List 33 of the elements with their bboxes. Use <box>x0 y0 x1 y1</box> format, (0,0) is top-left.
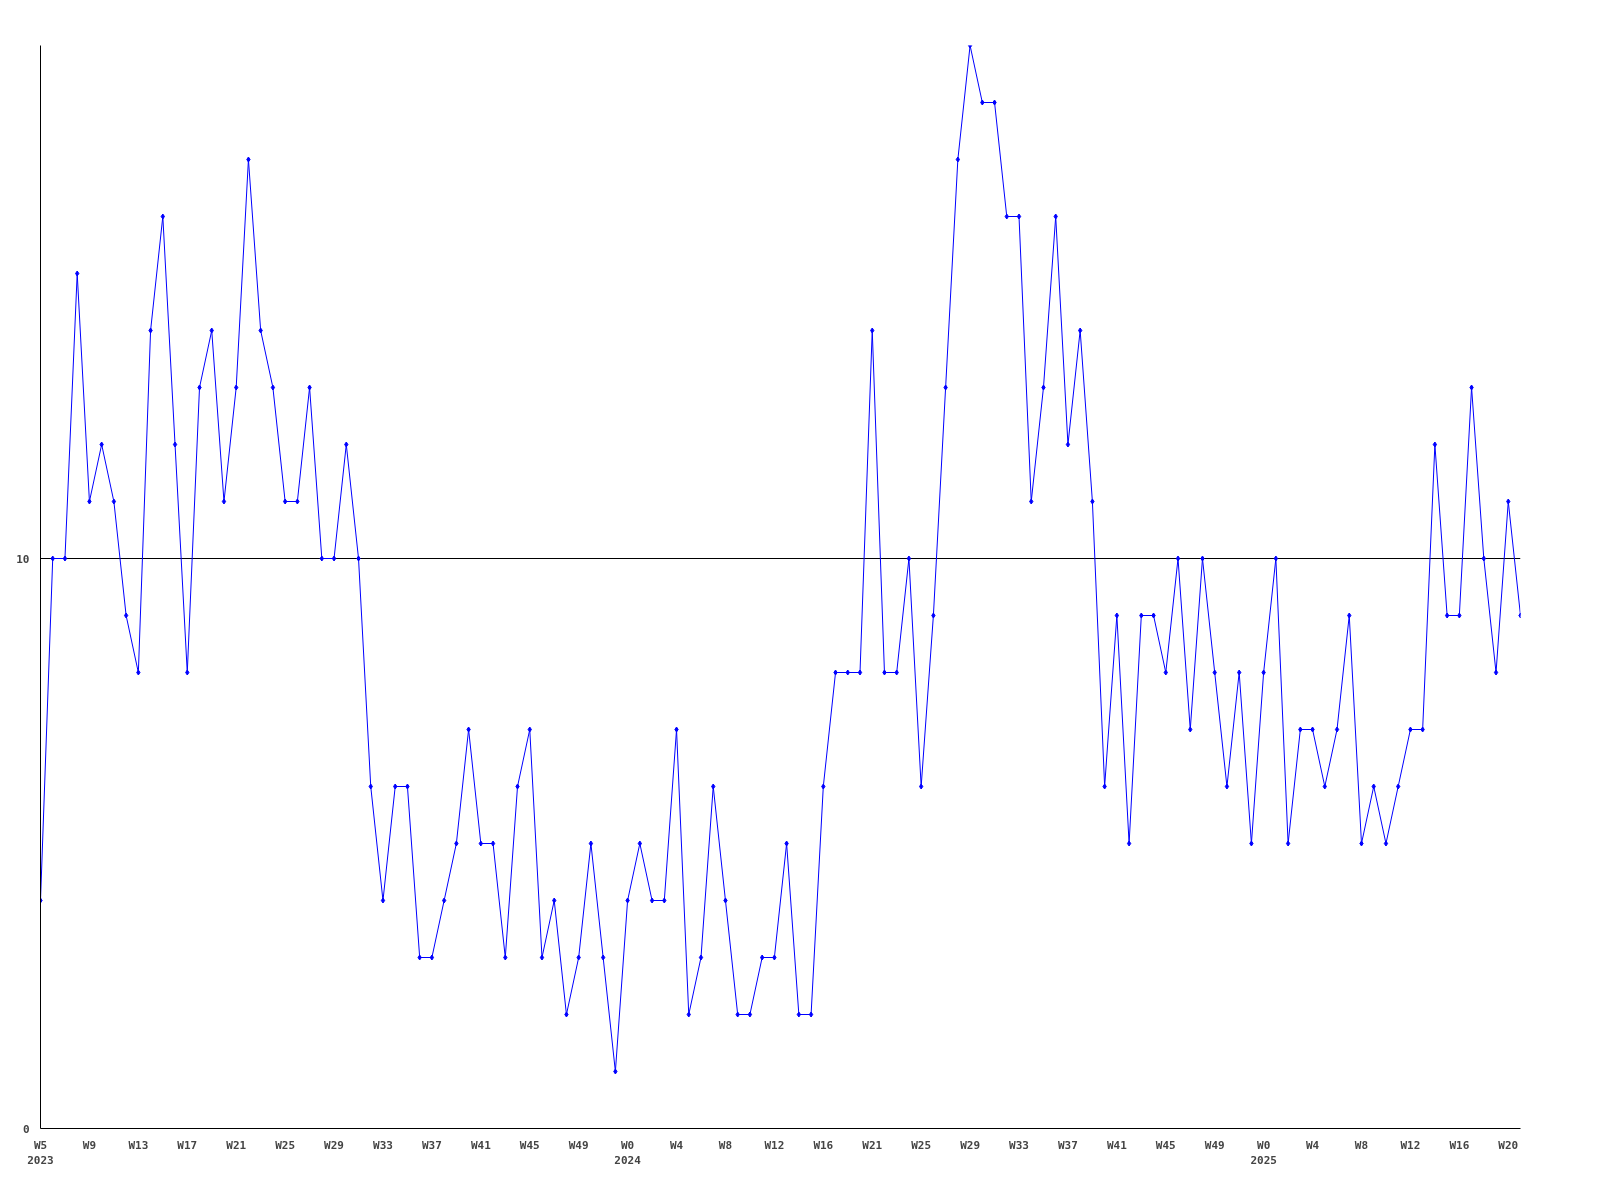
x-tick-label: W13 <box>128 1138 149 1152</box>
y-tick-label: 10 <box>16 552 30 566</box>
x-tick-label: W8 <box>1354 1138 1369 1152</box>
x-tick-label: W17 <box>177 1138 198 1152</box>
x-tick-label: W25 <box>911 1138 932 1152</box>
x-tick-label: W12 <box>1400 1138 1421 1152</box>
x-tick-label: W41 <box>470 1138 492 1152</box>
x-tick-label: W8 <box>718 1138 733 1152</box>
x-tick-label: W12 <box>764 1138 785 1152</box>
x-tick-label: W37 <box>1058 1138 1078 1152</box>
x-tick-label: W25 <box>275 1138 296 1152</box>
x-tick-label: W16 <box>1449 1138 1470 1152</box>
x-tick-label: W33 <box>373 1138 393 1152</box>
x-tick-label: W9 <box>82 1138 97 1152</box>
x-tick-label: W37 <box>421 1138 442 1152</box>
x-tick-label: W41 <box>1106 1138 1128 1152</box>
y-tick-label: 0 <box>22 1122 30 1136</box>
x-tick-label: W49 <box>568 1138 589 1152</box>
x-tick-label: W45 <box>1155 1138 1176 1152</box>
x-tick-label: W45 <box>519 1138 540 1152</box>
x-tick-label: W0 2025 <box>1250 1138 1277 1168</box>
x-tick-label: W5 2023 <box>27 1138 54 1168</box>
x-tick-label: W29 <box>960 1138 981 1152</box>
x-tick-label: W20 <box>1498 1138 1519 1152</box>
x-tick-label: W21 <box>862 1138 883 1152</box>
x-tick-label: W4 <box>1305 1138 1320 1152</box>
x-tick-label: W4 <box>669 1138 684 1152</box>
x-tick-label: W33 <box>1009 1138 1029 1152</box>
x-tick-label: W29 <box>324 1138 344 1152</box>
x-tick-label: W16 <box>813 1138 834 1152</box>
x-tick-label: W49 <box>1204 1138 1225 1152</box>
x-tick-label: W0 2024 <box>614 1138 642 1168</box>
x-tick-label: W21 <box>226 1138 247 1152</box>
